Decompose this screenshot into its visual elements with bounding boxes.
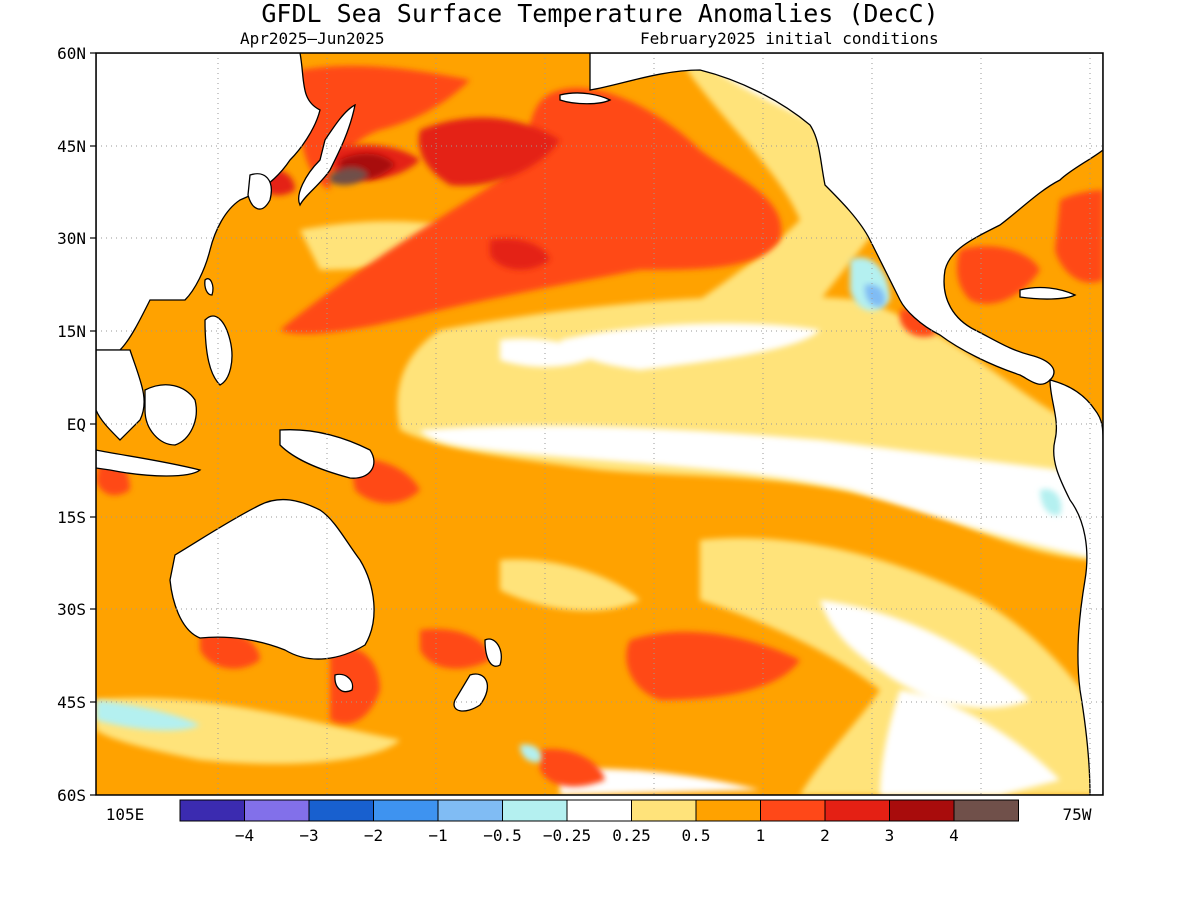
lat-label-30n: 30N (57, 229, 86, 248)
lat-label-60s: 60S (57, 786, 86, 805)
colorbar-tick-label: −3 (299, 826, 318, 845)
grid-lines (96, 53, 1103, 795)
colorbar-tick-label: 2 (820, 826, 830, 845)
lat-label-15n: 15N (57, 322, 86, 341)
colorbar-swatch-4 (437, 799, 503, 822)
colorbar-swatch-6 (566, 799, 632, 822)
colorbar-tick-label: −4 (235, 826, 254, 845)
colorbar-tick-label: 3 (885, 826, 895, 845)
colorbar-swatch-2 (308, 799, 374, 822)
latitude-axis: 60N 45N 30N 15N EQ 15S 30S 45S 60S (57, 44, 96, 805)
forecast-period: Apr2025–Jun2025 (240, 29, 385, 48)
landmasses (96, 53, 1103, 795)
lat-label-eq: EQ (67, 415, 86, 434)
lat-label-15s: 15S (57, 508, 86, 527)
colorbar-swatch-8 (695, 799, 761, 822)
colorbar-swatch-3 (373, 799, 439, 822)
colorbar-swatch-12 (953, 799, 1019, 822)
colorbar-swatch-11 (889, 799, 955, 822)
colorbar-tick-label: 4 (949, 826, 959, 845)
colorbar-swatch-7 (631, 799, 697, 822)
colorbar-tick-label: −0.5 (483, 826, 522, 845)
colorbar-swatch-0 (179, 799, 245, 822)
colorbar-tick-label: 0.5 (682, 826, 711, 845)
lon-label-75w: 75W (1063, 805, 1092, 824)
initial-conditions: February2025 initial conditions (640, 29, 939, 48)
colorbar: −4 −3 −2 −1 −0.5 −0.25 0.25 0.5 1 2 3 4 (179, 799, 1019, 845)
lon-label-105e: 105E (106, 805, 145, 824)
colorbar-tick-label: 1 (756, 826, 766, 845)
colorbar-tick-label: −0.25 (543, 826, 591, 845)
lat-label-45s: 45S (57, 693, 86, 712)
colorbar-swatch-5 (502, 799, 568, 822)
colorbar-tick-label: −2 (364, 826, 383, 845)
colorbar-swatch-9 (760, 799, 826, 822)
colorbar-tick-label: −1 (428, 826, 447, 845)
anomaly-field (96, 53, 1103, 795)
colorbar-swatch-1 (244, 799, 310, 822)
colorbar-swatch-10 (824, 799, 890, 822)
lat-label-60n: 60N (57, 44, 86, 63)
colorbar-tick-label: 0.25 (612, 826, 651, 845)
lat-label-30s: 30S (57, 600, 86, 619)
lat-label-45n: 45N (57, 137, 86, 156)
map-title: GFDL Sea Surface Temperature Anomalies (… (261, 0, 938, 28)
